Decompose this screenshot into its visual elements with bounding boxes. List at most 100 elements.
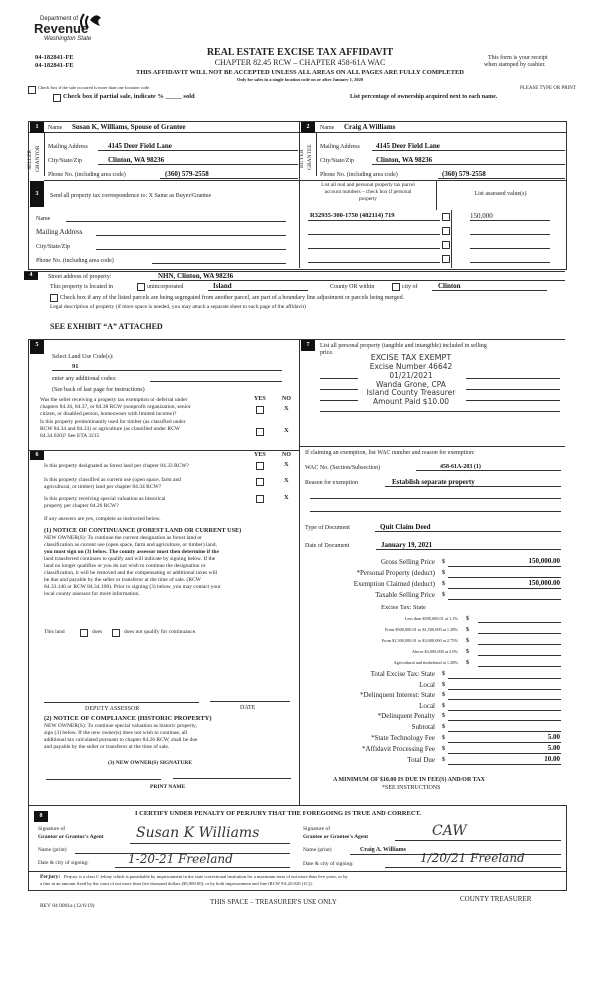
- partial-sale-checkbox[interactable]: [53, 94, 61, 102]
- treasurer-space-label: THIS SPACE – TREASURER'S USE ONLY: [210, 898, 337, 906]
- field-line: [416, 470, 561, 471]
- field-line: [448, 742, 561, 743]
- grantee-signature-field[interactable]: CAW: [432, 823, 467, 839]
- segregated-parcel-checkbox[interactable]: [50, 294, 58, 302]
- grantor-name-field[interactable]: [75, 853, 290, 854]
- form-id: 04-182841-FE: [35, 54, 74, 61]
- field-line: [150, 280, 565, 281]
- seller-city-field[interactable]: Clinton, WA 98236: [108, 156, 165, 164]
- grantee-date-city-field[interactable]: 1/20/21 Freeland: [420, 851, 525, 865]
- affidavit-processing-fee-field[interactable]: 5.00: [547, 744, 560, 752]
- yes-checkbox[interactable]: [256, 495, 264, 503]
- does-qualify-checkbox[interactable]: [80, 629, 88, 637]
- total-due-field[interactable]: 10.00: [544, 755, 560, 763]
- grantor-signature-field[interactable]: Susan K Williams: [136, 825, 260, 841]
- no-answer[interactable]: X: [284, 427, 289, 434]
- parcel-number-field[interactable]: [308, 234, 440, 235]
- yes-checkbox[interactable]: [256, 478, 264, 486]
- correspondence-mailing-field[interactable]: [96, 235, 286, 236]
- personal-property-checkbox[interactable]: [442, 241, 450, 249]
- divider: [44, 180, 566, 181]
- field-line: [470, 220, 550, 221]
- field-line: [372, 164, 565, 165]
- gross-selling-price-field[interactable]: 150,000.00: [528, 557, 561, 565]
- personal-property-checkbox[interactable]: [442, 227, 450, 235]
- personal-property-checkbox[interactable]: [442, 213, 450, 221]
- exemption-reason-field[interactable]: [310, 511, 561, 512]
- land-use-code-field[interactable]: 91: [72, 363, 79, 370]
- field-line: [375, 531, 561, 532]
- field-line: [448, 731, 561, 732]
- new-owner-signature-field[interactable]: [173, 778, 291, 779]
- yes-checkbox[interactable]: [256, 406, 264, 414]
- document-type-field[interactable]: Quit Claim Deed: [380, 523, 431, 531]
- field-line: [115, 867, 290, 868]
- buyer-city-field[interactable]: Clinton, WA 98236: [376, 156, 433, 164]
- new-owner-signature-field[interactable]: [46, 779, 161, 780]
- multi-location-checkbox[interactable]: [28, 86, 36, 94]
- assessed-value-field[interactable]: [470, 234, 550, 235]
- yes-checkbox[interactable]: [256, 462, 264, 470]
- exemption-reason-field[interactable]: Establish separate property: [392, 478, 475, 486]
- parcel-number-field[interactable]: [308, 248, 440, 249]
- field-line: [478, 633, 561, 634]
- deputy-assessor-signature-field[interactable]: [44, 702, 199, 703]
- seller-mailing-field[interactable]: 4145 Deer Field Lane: [108, 142, 172, 150]
- does-not-qualify-checkbox[interactable]: [112, 629, 120, 637]
- no-answer[interactable]: X: [284, 405, 289, 412]
- correspondence-phone-field[interactable]: [152, 263, 286, 264]
- field-line: [98, 150, 298, 151]
- parcel-number-field[interactable]: R32935-300-1750 (482114) 719: [310, 212, 395, 219]
- yes-checkbox[interactable]: [256, 428, 264, 436]
- field-line: [448, 577, 561, 578]
- no-answer[interactable]: X: [284, 477, 289, 484]
- buyer-name-field[interactable]: Craig A Williams: [344, 123, 396, 131]
- field-line: [320, 411, 560, 412]
- exemption-reason-field[interactable]: [310, 498, 561, 499]
- field-line: [448, 764, 561, 765]
- county-treasurer-label: COUNTY TREASURER: [460, 895, 532, 903]
- field-line: [376, 549, 561, 550]
- street-address-field[interactable]: NHN, Clinton, WA 98236: [158, 272, 234, 280]
- city-checkbox[interactable]: [392, 283, 400, 291]
- field-line: [320, 389, 358, 390]
- document-date-field[interactable]: January 19, 2021: [381, 541, 433, 549]
- divider: [28, 339, 29, 805]
- page-subtitle: CHAPTER 82.45 RCW – CHAPTER 458-61A WAC: [214, 58, 386, 67]
- assessed-value-field[interactable]: 150,000: [470, 212, 493, 220]
- seller-name-field[interactable]: Susan K, Williams, Spouse of Grantee: [72, 123, 186, 131]
- buyer-phone-field[interactable]: (360) 579-2558: [442, 170, 486, 178]
- state-technology-fee-field[interactable]: 5.00: [547, 733, 560, 741]
- field-line: [448, 689, 561, 690]
- seller-phone-field[interactable]: (360) 579-2558: [165, 170, 209, 178]
- no-answer[interactable]: X: [284, 461, 289, 468]
- grantee-name-field[interactable]: Craig A. Williams: [360, 847, 406, 853]
- correspondence-city-field[interactable]: [96, 249, 286, 250]
- county-field[interactable]: Island: [213, 282, 232, 290]
- parcel-number-field[interactable]: [308, 262, 440, 263]
- divider: [451, 210, 452, 268]
- divider: [44, 132, 45, 176]
- field-line: [448, 699, 561, 700]
- no-answer[interactable]: X: [284, 494, 289, 501]
- correspondence-name-field[interactable]: [66, 221, 286, 222]
- personal-property-checkbox[interactable]: [442, 255, 450, 263]
- field-line: [466, 378, 560, 379]
- unincorporated-checkbox[interactable]: [137, 283, 145, 291]
- dor-emblem-icon: [80, 13, 101, 31]
- assessed-value-field[interactable]: [470, 262, 550, 263]
- assessed-value-field[interactable]: [470, 248, 550, 249]
- city-field[interactable]: Clinton: [438, 282, 461, 290]
- field-line: [385, 486, 561, 487]
- buyer-mailing-field[interactable]: 4145 Deer Field Lane: [376, 142, 440, 150]
- legal-description[interactable]: SEE EXHIBIT “A” ATTACHED: [50, 322, 163, 331]
- grantor-date-city-field[interactable]: 1-20-21 Freeland: [128, 852, 233, 866]
- warning-text: THIS AFFIDAVIT WILL NOT BE ACCEPTED UNLE…: [136, 69, 464, 76]
- wac-number-field[interactable]: 458-61A-203 (1): [440, 464, 481, 470]
- field-line: [395, 840, 561, 841]
- divider: [28, 132, 566, 133]
- additional-codes-field[interactable]: [150, 381, 282, 382]
- exemption-claimed-field[interactable]: 150,000.00: [528, 579, 561, 587]
- assessor-date-field[interactable]: [210, 701, 290, 702]
